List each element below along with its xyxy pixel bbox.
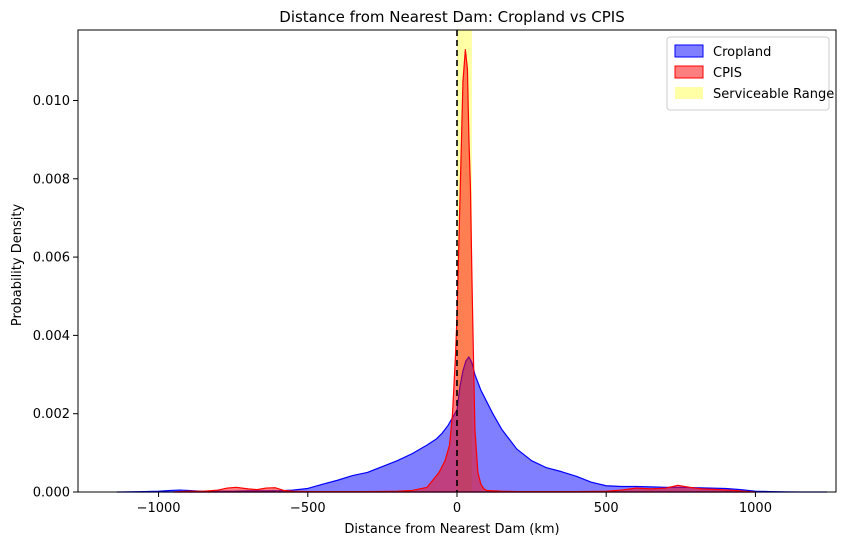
x-tick-label: −500	[290, 501, 326, 516]
y-axis-label: Probability Density	[10, 204, 25, 327]
y-tick-label: 0.006	[33, 251, 70, 266]
x-axis-label: Distance from Nearest Dam (km)	[344, 522, 559, 537]
chart-title: Distance from Nearest Dam: Cropland vs C…	[279, 8, 624, 26]
y-tick-label: 0.000	[33, 486, 70, 501]
y-tick-label: 0.010	[33, 94, 70, 109]
y-tick-label: 0.008	[33, 172, 70, 187]
legend-swatch-cpis	[674, 65, 704, 79]
x-tick-label: 500	[594, 501, 619, 516]
legend-label-cropland: Cropland	[713, 45, 771, 60]
x-tick-label: 1000	[739, 501, 772, 516]
cpis-density-area	[172, 48, 757, 493]
y-tick-label: 0.002	[33, 407, 70, 422]
legend: Cropland CPIS Serviceable Range	[666, 36, 834, 111]
x-tick-label: 0	[453, 501, 461, 516]
legend-label-serviceable-range: Serviceable Range	[713, 87, 834, 102]
legend-swatch-serviceable-range	[675, 87, 703, 99]
legend-label-cpis: CPIS	[713, 66, 742, 81]
y-tick-label: 0.004	[33, 329, 70, 344]
x-tick-label: −1000	[137, 501, 181, 516]
legend-box	[666, 36, 830, 111]
legend-swatch-cropland	[674, 44, 704, 58]
